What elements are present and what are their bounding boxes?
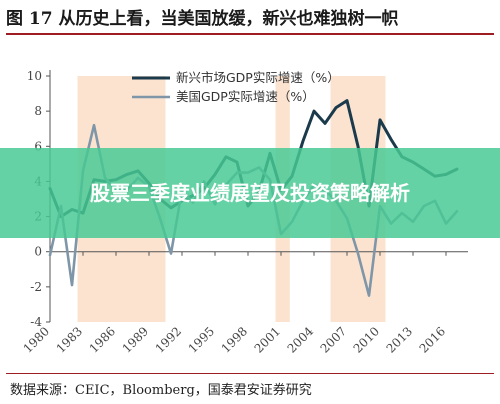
x-tick-label: 1998 xyxy=(219,324,250,355)
x-tick-label: 1992 xyxy=(153,324,184,355)
x-tick-label: 1980 xyxy=(21,324,52,355)
x-tick-label: 2001 xyxy=(252,324,283,355)
x-tick-label: 2013 xyxy=(384,324,415,355)
y-tick-label: -2 xyxy=(30,280,42,294)
y-tick-label: -4 xyxy=(30,315,42,329)
promo-banner[interactable]: 股票三季度业绩展望及投资策略解析 xyxy=(0,148,500,238)
source-rule xyxy=(6,373,494,374)
y-tick-label: 8 xyxy=(34,104,42,118)
y-tick-label: 0 xyxy=(34,245,42,259)
title-rule xyxy=(6,33,494,35)
chart-legend: 新兴市场GDP实际增速（%） 美国GDP实际增速（%） xyxy=(132,70,340,104)
y-tick-label: 10 xyxy=(27,69,42,83)
x-tick-label: 2016 xyxy=(417,324,448,355)
x-tick-label: 2007 xyxy=(318,324,349,355)
x-tick-label: 1983 xyxy=(54,324,85,355)
x-tick-label: 2004 xyxy=(285,324,317,356)
figure-title: 图 17 从历史上看，当美国放缓，新兴也难独树一帜 xyxy=(6,9,399,29)
legend-label-0: 新兴市场GDP实际增速（%） xyxy=(176,70,340,85)
x-tick-label: 1986 xyxy=(87,324,118,355)
promo-banner-text: 股票三季度业绩展望及投资策略解析 xyxy=(90,181,410,205)
x-tick-label: 2010 xyxy=(351,324,382,355)
legend-label-1: 美国GDP实际增速（%） xyxy=(176,89,315,104)
x-tick-label: 1995 xyxy=(186,324,217,355)
x-tick-label: 1989 xyxy=(120,324,151,355)
y-tick-label: 6 xyxy=(34,139,42,153)
data-source-note: 数据来源：CEIC，Bloomberg，国泰君安证券研究 xyxy=(10,383,312,398)
